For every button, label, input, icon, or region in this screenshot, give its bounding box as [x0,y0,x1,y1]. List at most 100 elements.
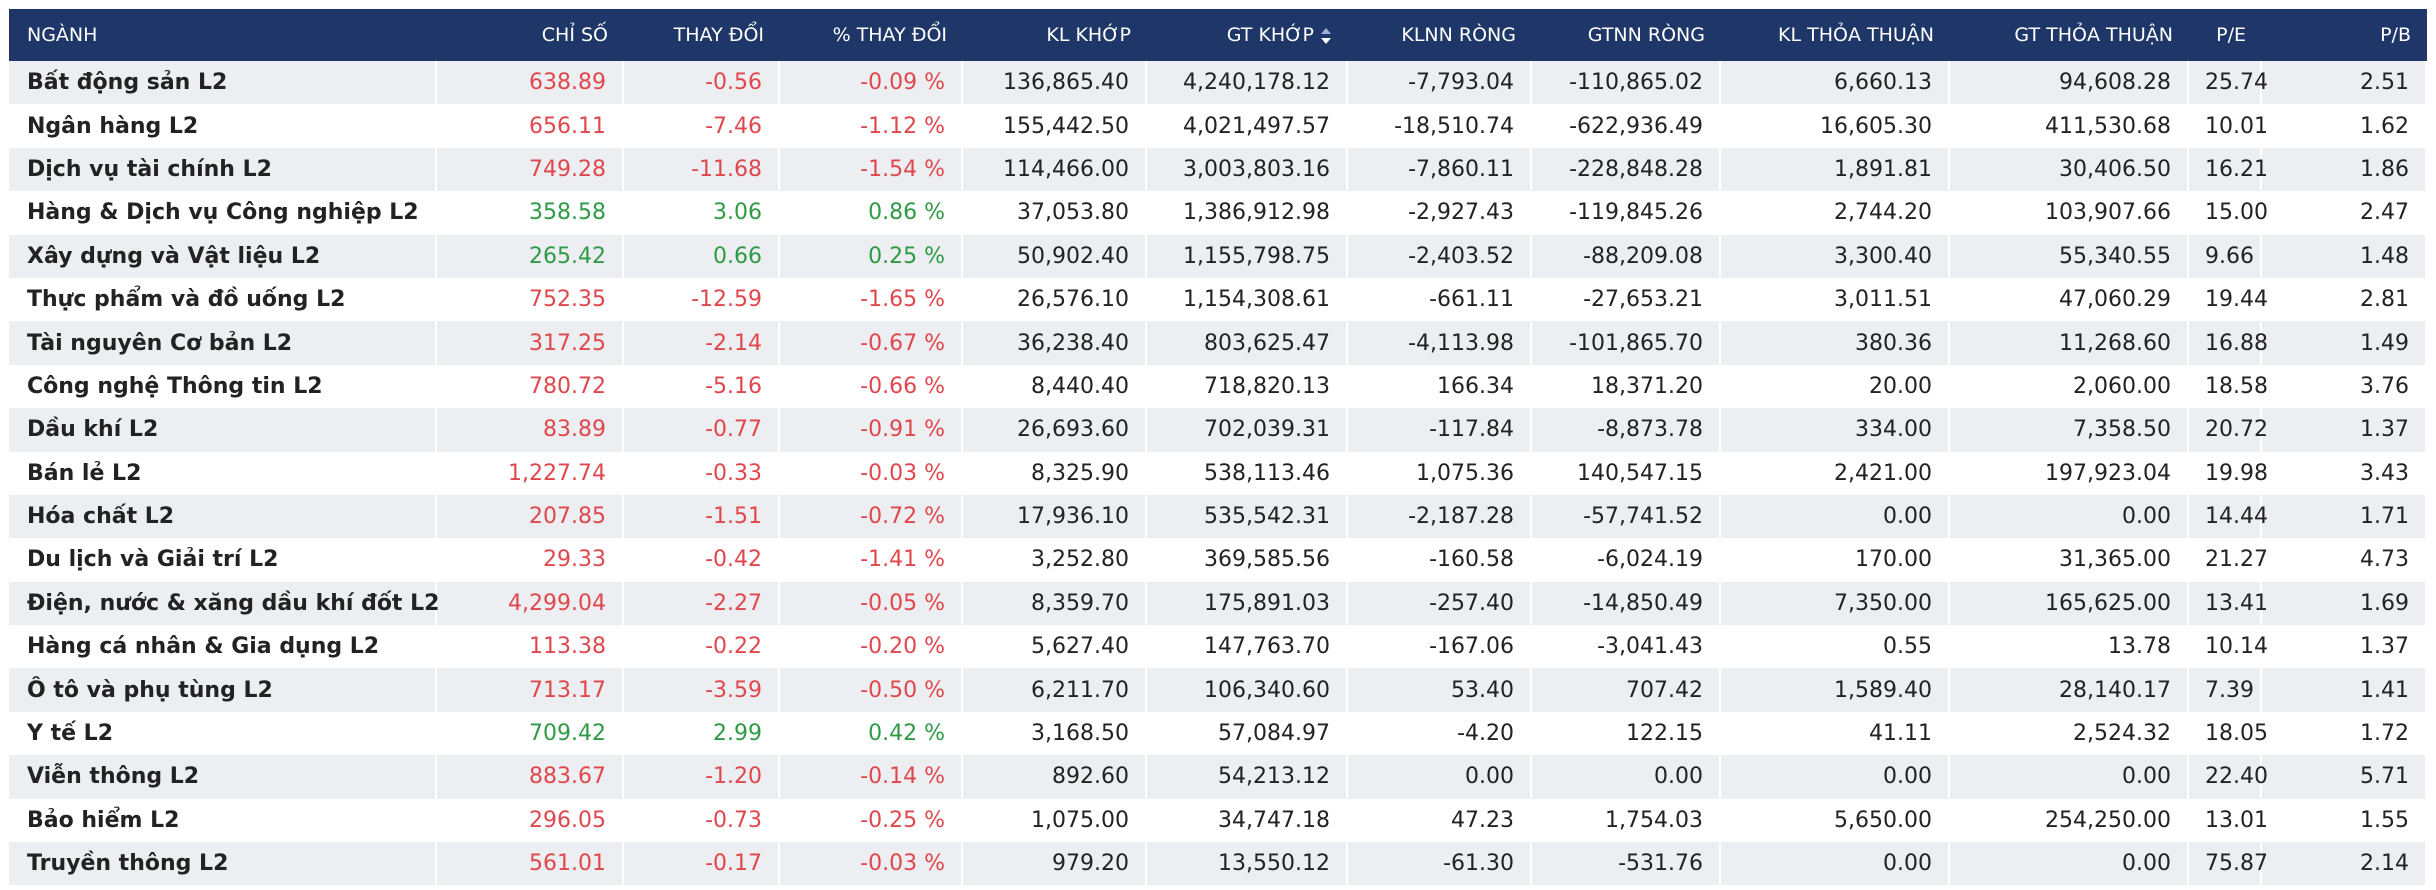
cell-value: 31,365.00 [1950,538,2189,582]
cell-value: 3,252.80 [963,538,1147,582]
cell-value: -0.20 % [780,625,963,669]
header-row: NGÀNH CHỈ SỐ THAY ĐỔI % THAY ĐỔI KL KHỚP GT K… [9,9,2427,61]
cell-value: 369,585.56 [1147,538,1348,582]
table-row[interactable]: Hóa chất L2 207.85 -1.51 -0.72 % 17,936.10 53… [9,494,2427,539]
cell-value: 54,213.12 [1147,755,1348,799]
cell-value: 883.67 [437,755,624,799]
cell-value: -11.68 [624,147,780,192]
cell-value: 16,605.30 [1721,104,1950,148]
cell-value: -101,865.70 [1532,321,1721,365]
column-header[interactable]: NGÀNH [9,9,437,61]
column-header[interactable]: P/E [2189,9,2262,61]
cell-value: 2.51 [2262,61,2427,105]
cell-value: 7,358.50 [1950,408,2189,452]
sector-name: Điện, nước & xăng dầu khí đốt L2 [9,581,439,626]
cell-value: 30,406.50 [1950,147,2189,192]
table-row[interactable]: Bán lẻ L2 1,227.74 -0.33 -0.03 % 8,325.90 538… [9,451,2427,495]
column-header-text: KL THỎA THUẬN [1778,24,1934,46]
table-row[interactable]: Dịch vụ tài chính L2 749.28 -11.68 -1.54 % 1… [9,147,2427,192]
cell-value: 2,060.00 [1950,364,2189,409]
cell-value: 114,466.00 [963,147,1147,192]
cell-value: 18.58 [2189,364,2268,409]
cell-value: 803,625.47 [1147,321,1348,365]
cell-value: 0.00 [1950,842,2189,886]
cell-value: 166.34 [1348,364,1532,409]
cell-value: 3.06 [624,191,780,235]
table-row[interactable]: Hàng & Dịch vụ Công nghiệp L2 358.58 3.06 0… [9,191,2427,235]
cell-value: -0.03 % [780,451,963,495]
table-row[interactable]: Công nghệ Thông tin L2 780.72 -5.16 -0.66 %… [9,364,2427,409]
cell-value: 155,442.50 [963,104,1147,148]
cell-value: 9.66 [2189,234,2262,278]
cell-value: 16.21 [2189,147,2268,192]
cell-value: 979.20 [963,842,1147,886]
cell-value: 15.00 [2189,191,2268,235]
table-row[interactable]: Hàng cá nhân & Gia dụng L2 113.38 -0.22 -0.… [9,625,2427,669]
cell-value: -88,209.08 [1532,234,1721,278]
cell-value: 10.14 [2189,625,2268,669]
cell-value: -0.77 [624,408,780,452]
sort-icon[interactable] [1320,27,1332,45]
table-row[interactable]: Xây dựng và Vật liệu L2 265.42 0.66 0.25 % 5… [9,234,2427,278]
cell-value: -0.33 [624,451,780,495]
cell-value: 26,576.10 [963,277,1147,322]
column-header-text: THAY ĐỔI [673,24,764,46]
sector-name: Truyền thông L2 [9,842,437,886]
table-row[interactable]: Dầu khí L2 83.89 -0.77 -0.91 % 26,693.60 702,… [9,408,2427,452]
cell-value: 13.01 [2189,798,2268,843]
column-header[interactable]: % THAY ĐỔI [780,9,963,61]
cell-value: -7,793.04 [1348,61,1532,105]
cell-value: 1.55 [2262,798,2427,843]
cell-value: 2.99 [624,711,780,756]
cell-value: 3,003,803.16 [1147,147,1348,192]
cell-value: -8,873.78 [1532,408,1721,452]
cell-value: -1.65 % [780,277,963,322]
column-header[interactable]: CHỈ SỐ [437,9,624,61]
cell-value: 47.23 [1348,798,1532,843]
cell-value: 1.62 [2262,104,2427,148]
cell-value: -117.84 [1348,408,1532,452]
column-header[interactable]: GTNN RÒNG [1532,9,1721,61]
column-header[interactable]: KLNN RÒNG [1348,9,1532,61]
table-row[interactable]: Bảo hiểm L2 296.05 -0.73 -0.25 % 1,075.00 34,… [9,798,2427,843]
cell-value: -0.56 [624,61,780,105]
cell-value: -61.30 [1348,842,1532,886]
cell-value: 0.00 [1950,755,2189,799]
cell-value: 317.25 [437,321,624,365]
cell-value: 106,340.60 [1147,668,1348,712]
column-header[interactable]: KL THỎA THUẬN [1721,9,1950,61]
cell-value: 1,075.00 [963,798,1147,843]
column-header-text: CHỈ SỐ [541,24,608,46]
column-header[interactable]: KL KHỚP [963,9,1147,61]
table-row[interactable]: Tài nguyên Cơ bản L2 317.25 -2.14 -0.67 % 36… [9,321,2427,365]
cell-value: -110,865.02 [1532,61,1721,105]
cell-value: 20.00 [1721,364,1950,409]
sector-name: Công nghệ Thông tin L2 [9,364,437,409]
cell-value: -18,510.74 [1348,104,1532,148]
cell-value: -0.05 % [780,581,963,626]
sector-name: Hàng cá nhân & Gia dụng L2 [9,625,437,669]
cell-value: 5,650.00 [1721,798,1950,843]
table-row[interactable]: Điện, nước & xăng dầu khí đốt L2 4,299.04… [9,581,2427,626]
column-header[interactable]: P/B [2262,9,2427,61]
cell-value: 3.43 [2262,451,2427,495]
column-header[interactable]: GT KHỚP [1147,9,1348,61]
cell-value: 0.25 % [780,234,963,278]
table-row[interactable]: Thực phẩm và đồ uống L2 752.35 -12.59 -1.65… [9,277,2427,322]
table-row[interactable]: Ô tô và phụ tùng L2 713.17 -3.59 -0.50 % 6,2… [9,668,2427,712]
table-row[interactable]: Ngân hàng L2 656.11 -7.46 -1.12 % 155,442.50… [9,104,2427,148]
column-header[interactable]: GT THỎA THUẬN [1950,9,2189,61]
table-row[interactable]: Y tế L2 709.42 2.99 0.42 % 3,168.50 57,084.97… [9,711,2427,756]
table-row[interactable]: Viễn thông L2 883.67 -1.20 -0.14 % 892.60 54,… [9,755,2427,799]
cell-value: 749.28 [437,147,624,192]
cell-value: -0.14 % [780,755,963,799]
cell-value: 0.42 % [780,711,963,756]
column-header[interactable]: THAY ĐỔI [624,9,780,61]
cell-value: 0.86 % [780,191,963,235]
table-row[interactable]: Truyền thông L2 561.01 -0.17 -0.03 % 979.20 1… [9,842,2427,886]
table-row[interactable]: Du lịch và Giải trí L2 29.33 -0.42 -1.41 % 3… [9,538,2427,582]
cell-value: 1,891.81 [1721,147,1950,192]
cell-value: 34,747.18 [1147,798,1348,843]
cell-value: 535,542.31 [1147,494,1348,539]
table-row[interactable]: Bất động sản L2 638.89 -0.56 -0.09 % 136,865… [9,61,2427,105]
